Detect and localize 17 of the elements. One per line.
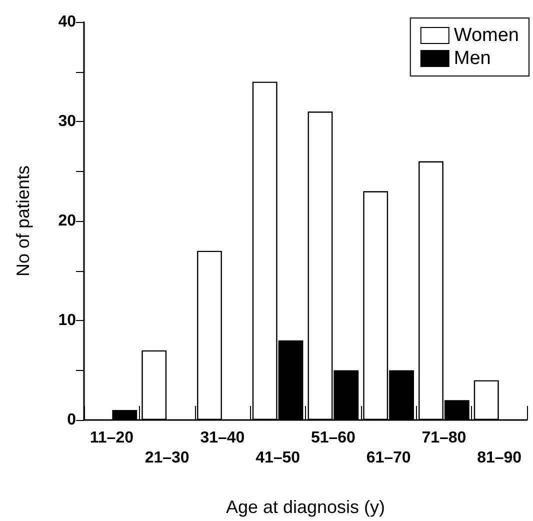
x-tick-label: 61–70 [366,450,411,466]
y-tick-label: 30 [58,113,76,130]
x-axis-title: Age at diagnosis (y) [226,497,386,517]
x-tick-label: 81–90 [477,450,522,466]
x-tick-label: 31–40 [200,430,245,446]
y-tick-label: 10 [58,312,76,329]
x-tick-label: 41–50 [256,450,300,466]
y-tick-label: 20 [58,212,76,230]
y-tick-label: 0 [67,412,76,428]
x-tick-label: 11–20 [90,430,134,446]
x-tick-label: 21–30 [144,450,190,466]
legend-label: Women [454,25,520,46]
y-tick-label: 40 [58,14,76,30]
y-axis-title: No of patients [13,165,33,277]
x-tick-label: 71–80 [422,430,466,446]
legend-label: Men [454,48,491,69]
x-tick-label: 51–60 [310,430,356,446]
